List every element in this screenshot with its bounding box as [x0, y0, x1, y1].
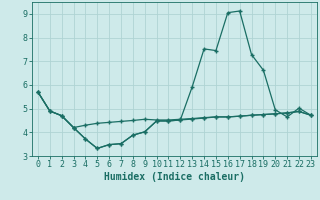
X-axis label: Humidex (Indice chaleur): Humidex (Indice chaleur): [104, 172, 245, 182]
